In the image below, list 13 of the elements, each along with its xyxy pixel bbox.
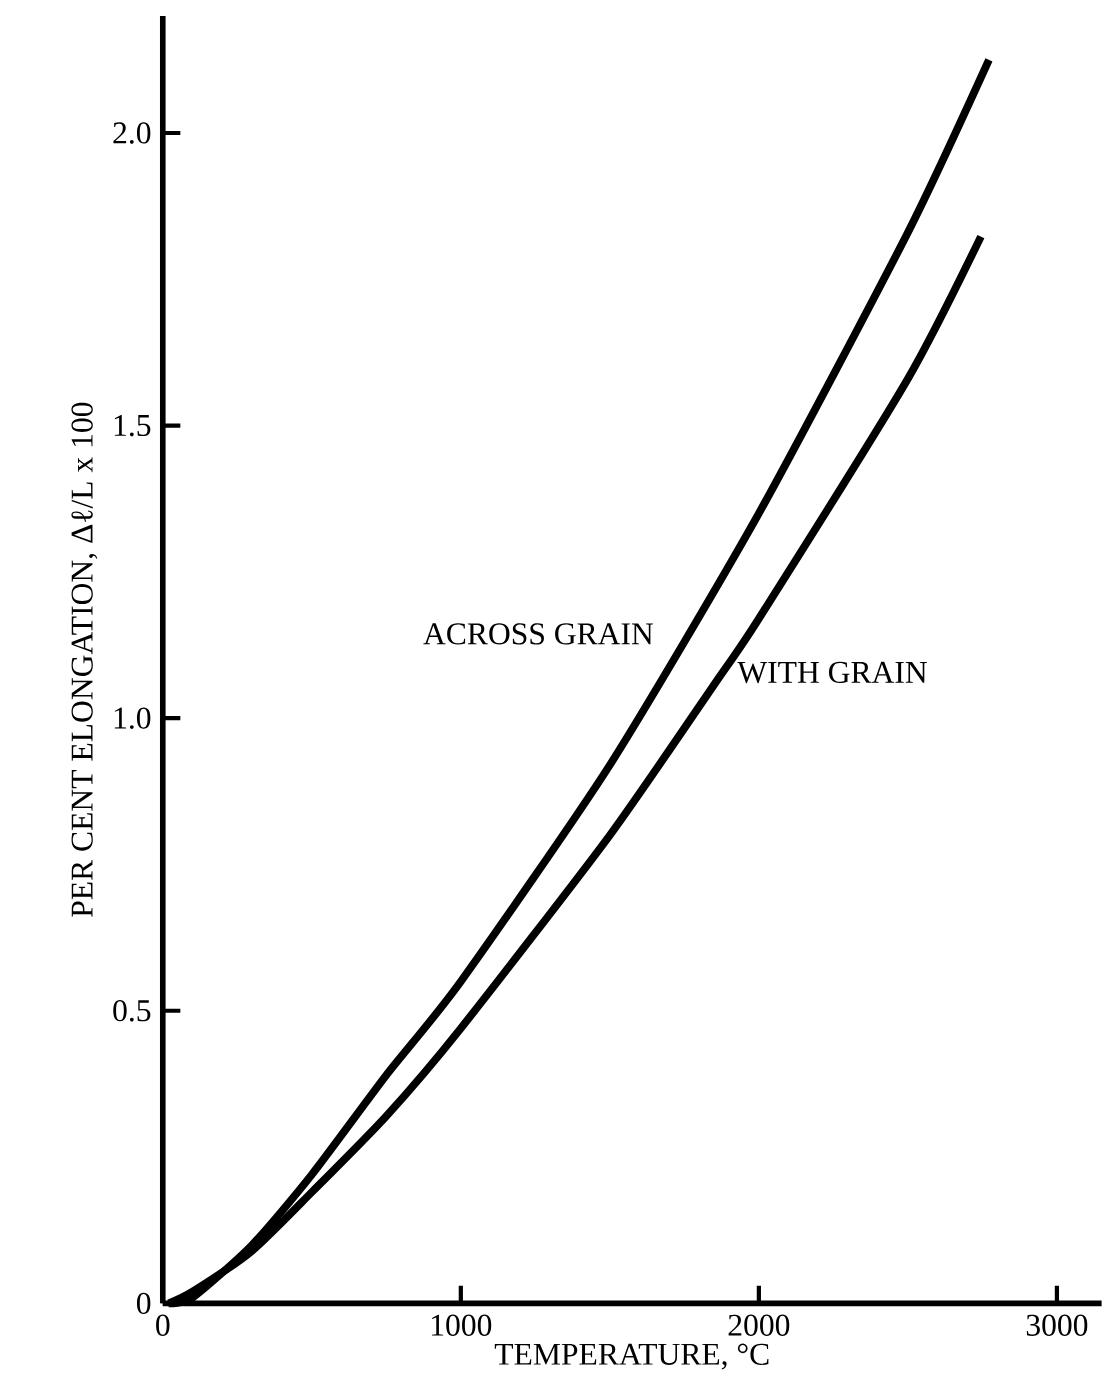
x-axis-title: TEMPERATURE, °C — [495, 1343, 769, 1370]
y-tick-label: 0 — [137, 1292, 151, 1315]
x-tick-label: 1000 — [432, 1314, 492, 1336]
annotation: WITH GRAIN — [737, 661, 928, 684]
y-tick-label: 2.0 — [113, 122, 151, 144]
x-tick-label: 3000 — [1027, 1314, 1088, 1336]
y-axis-title: PER CENT ELONGATION, Δℓ/L x 100 — [71, 402, 98, 917]
x-tick-label: 0 — [156, 1314, 170, 1336]
y-tick-label: 1.0 — [115, 707, 151, 729]
y-tick-label: 0.5 — [113, 1000, 151, 1022]
x-tick-label: 2000 — [728, 1314, 790, 1336]
y-tick-label: 1.5 — [115, 414, 151, 437]
annotation: ACROSS GRAIN — [423, 623, 654, 645]
